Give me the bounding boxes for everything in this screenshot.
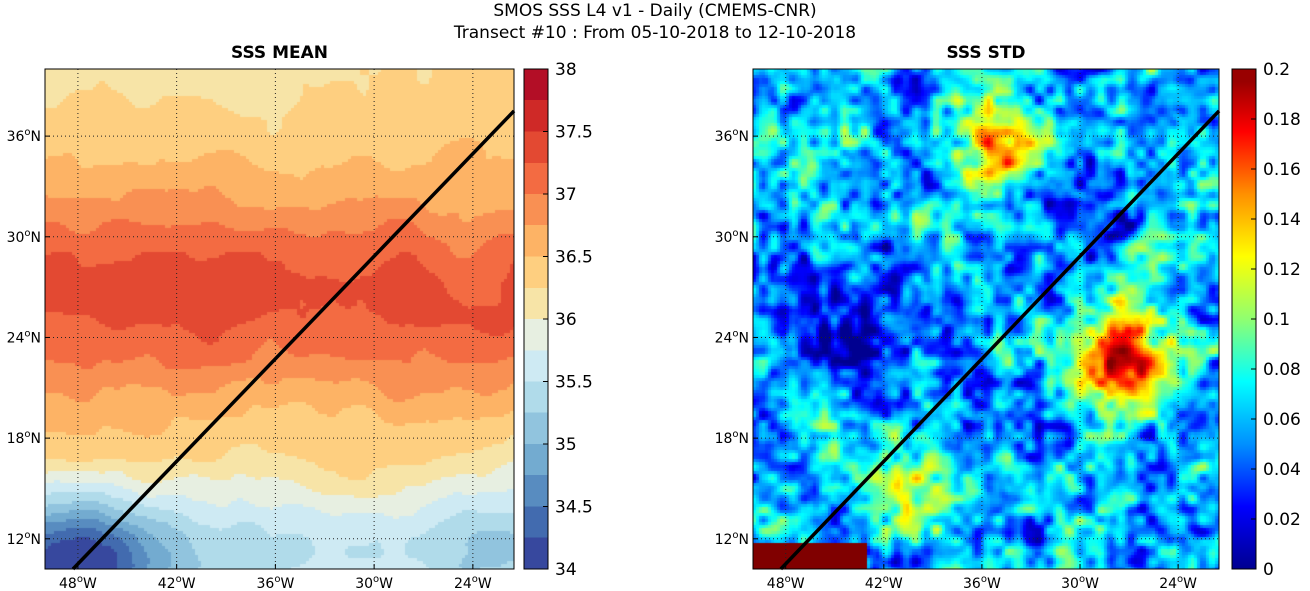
mean-colorbar-tick-label-1: 34.5: [555, 498, 593, 518]
mean-y-tick-label-3: 30oN: [7, 228, 41, 246]
std-colorbar-tick-label-1: 0.02: [1263, 510, 1301, 530]
std-colorbar-tick-label-10: 0.2: [1263, 60, 1290, 80]
mean-y-tick-label-0: 12oN: [7, 530, 41, 548]
std-colorbar-tick-label-4: 0.08: [1263, 360, 1301, 380]
mean-colorbar-tick-label-6: 37: [555, 185, 577, 205]
std-colorbar-tick-label-3: 0.06: [1263, 410, 1301, 430]
figure-title-line-1: SMOS SSS L4 v1 - Daily (CMEMS-CNR): [493, 1, 817, 21]
std-axes-frame: [752, 68, 1220, 570]
std-y-tick-label-1: 18oN: [715, 429, 749, 447]
std-y-tick-label-4: 36oN: [715, 127, 749, 145]
std-colorbar-tick-label-6: 0.12: [1263, 260, 1301, 280]
std-x-tick-label-1: 42oW: [865, 574, 903, 591]
mean-colorbar-tick-label-5: 36.5: [555, 248, 593, 268]
mean-y-tick-label-4: 36oN: [7, 127, 41, 145]
mean-x-tick-label-0: 48oW: [59, 574, 97, 591]
mean-x-tick-label-1: 42oW: [158, 574, 196, 591]
mean-x-tick-label-2: 36oW: [256, 574, 294, 591]
std-transect-line: [779, 109, 1221, 571]
std-x-tick-label-3: 30oW: [1061, 574, 1099, 591]
std-y-tick-label-3: 30oN: [715, 228, 749, 246]
std-colorbar-tick-label-0: 0: [1263, 560, 1274, 580]
mean-colorbar-tick-label-7: 37.5: [555, 123, 593, 143]
mean-colorbar-tick-label-2: 35: [555, 435, 577, 455]
std-panel-title: SSS STD: [946, 43, 1025, 63]
std-x-tick-label-4: 24oW: [1159, 574, 1197, 591]
std-x-tick-label-2: 36oW: [963, 574, 1001, 591]
std-colorbar-tick-label-2: 0.04: [1263, 460, 1301, 480]
mean-y-tick-label-1: 18oN: [7, 429, 41, 447]
mean-axes-frame: [44, 68, 515, 570]
std-colorbar-tick-label-8: 0.16: [1263, 160, 1301, 180]
mean-field-image: [45, 69, 514, 569]
mean-panel-title: SSS MEAN: [231, 43, 328, 63]
std-colorbar-tick-label-9: 0.18: [1263, 110, 1301, 130]
mean-colorbar-tick-label-3: 35.5: [555, 373, 593, 393]
mean-x-tick-label-4: 24oW: [454, 574, 492, 591]
mean-x-tick-label-3: 30oW: [355, 574, 393, 591]
mean-y-tick-label-2: 24oN: [7, 328, 41, 346]
std-y-tick-label-2: 24oN: [715, 328, 749, 346]
mean-colorbar-tick-label-8: 38: [555, 60, 577, 80]
mean-colorbar-tick-label-0: 34: [555, 560, 577, 580]
std-field-image: [753, 69, 1219, 569]
mean-transect-line: [71, 109, 516, 571]
figure-title-line-2: Transect #10 : From 05-10-2018 to 12-10-…: [453, 23, 857, 43]
std-y-tick-label-0: 12oN: [715, 530, 749, 548]
std-colorbar-tick-label-7: 0.14: [1263, 210, 1301, 230]
std-colorbar-tick-label-5: 0.1: [1263, 310, 1290, 330]
std-x-tick-label-0: 48oW: [767, 574, 805, 591]
mean-colorbar-tick-label-4: 36: [555, 310, 577, 330]
